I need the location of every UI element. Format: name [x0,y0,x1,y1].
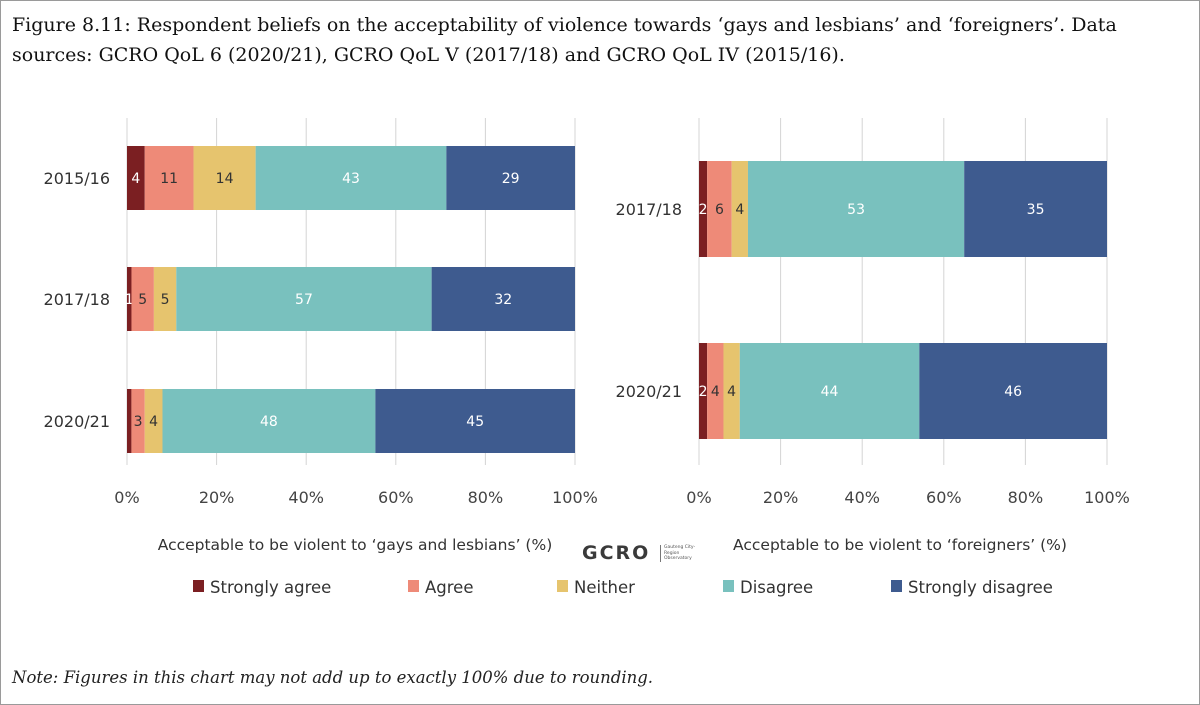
bar-segment [699,343,708,439]
data-label: 1 [125,292,134,308]
data-label: 6 [715,202,724,218]
legend-swatch [408,580,419,592]
data-label: 5 [138,292,147,308]
data-label: 43 [342,171,360,187]
data-label: 3 [134,414,143,430]
x-tick-label: 0% [686,488,711,507]
data-label: 57 [295,292,313,308]
data-label: 44 [821,384,839,400]
bar-segment [919,343,1107,439]
category-label: 2015/16 [44,169,110,188]
chart-legend: Strongly agree Agree Neither Disagree Strong… [193,578,1053,597]
bar-segment [153,267,177,331]
data-label: 35 [1027,202,1045,218]
data-label: 53 [847,202,865,218]
stacked-bar-charts: 0% 20% 40% 60% 80% 100%2015/16 4 11 14 43 292017/1… [44,118,1130,597]
bar-segment [431,267,575,331]
data-label: 29 [502,171,520,187]
x-tick-label: 40% [288,488,324,507]
x-tick-label: 0% [114,488,139,507]
bar-segment [731,161,748,257]
data-label: 14 [216,171,234,187]
bar-segment [723,343,740,439]
legend-swatch [723,580,734,592]
legend-swatch [557,580,568,592]
figure-note: Note: Figures in this chart may not add … [12,668,654,687]
data-label: 4 [131,171,140,187]
bar-segment [193,146,256,210]
bar-segment [739,343,920,439]
data-label: 4 [735,202,744,218]
data-label: 45 [466,414,484,430]
bar-segment [699,161,708,257]
bar-segment [707,343,724,439]
bar-segment [127,267,132,331]
category-label: 2020/21 [44,412,110,431]
x-tick-label: 100% [1084,488,1130,507]
bar-segment [127,146,145,210]
legend-label: Strongly agree [210,578,331,597]
x-tick-label: 80% [1008,488,1044,507]
category-label: 2020/21 [616,382,682,401]
bar-segment [144,389,163,453]
data-label: 46 [1004,384,1022,400]
bar-segment [375,389,575,453]
data-label: 48 [260,414,278,430]
data-label: 4 [711,384,720,400]
logo-divider [660,545,661,562]
x-tick-label: 100% [552,488,598,507]
legend-label: Agree [425,578,474,597]
data-label: 4 [149,414,158,430]
chart-panel-1: 0% 20% 40% 60% 80% 100%2015/16 4 11 14 43 292017/1… [44,118,598,554]
bar-segment [131,267,154,331]
category-label: 2017/18 [44,290,110,309]
logo-text: GCRO [582,542,651,564]
gcro-logo: GCRO Gauteng City-Region Observatory [582,542,695,564]
bar-segment [144,146,194,210]
bar-segment [446,146,575,210]
bar-segment [162,389,376,453]
category-label: 2017/18 [616,200,682,219]
bar-segment [176,267,432,331]
legend-swatch [193,580,204,592]
bar-segment [707,161,732,257]
x-tick-label: 60% [926,488,962,507]
bar-segment [255,146,447,210]
data-label: 11 [160,171,178,187]
bar-segment [131,389,145,453]
legend-swatch [891,580,902,592]
data-label: 2 [699,202,708,218]
data-label: 2 [699,384,708,400]
bar-segment [964,161,1107,257]
x-tick-label: 40% [844,488,880,507]
x-tick-label: 60% [378,488,414,507]
legend-label: Neither [574,578,635,597]
data-label: 32 [494,292,512,308]
data-label: 4 [727,384,736,400]
legend-label: Disagree [740,578,813,597]
logo-subtitle: Gauteng City-Region Observatory [664,545,696,561]
figure-title: Figure 8.11: Respondent beliefs on the a… [12,14,1117,66]
legend-label: Strongly disagree [908,578,1053,597]
data-label: 5 [161,292,170,308]
x-axis-title: Acceptable to be violent to ‘foreigners’… [733,536,1067,554]
bar-segment [127,389,132,453]
x-tick-label: 80% [468,488,504,507]
x-tick-label: 20% [199,488,235,507]
x-axis-title: Acceptable to be violent to ‘gays and le… [158,536,553,554]
x-tick-label: 20% [763,488,799,507]
bar-segment [747,161,965,257]
